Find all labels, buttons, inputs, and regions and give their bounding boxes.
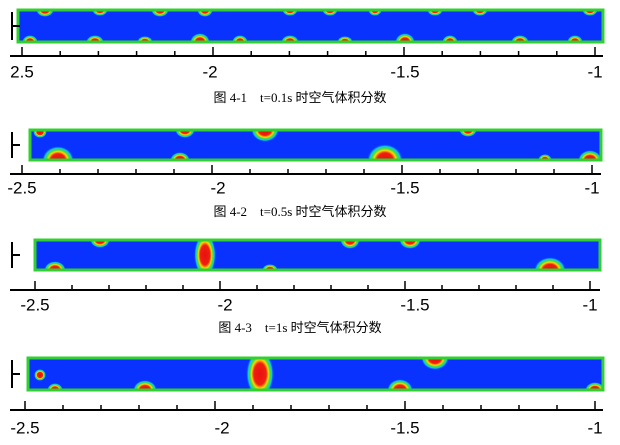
pipe-wall: [28, 128, 603, 162]
air-bubble: [33, 130, 47, 138]
air-bubble: [190, 33, 210, 42]
contour-panel: -2.5 -2 -1.5 -1 图 4-3 t=1s 时空气体积分数: [10, 238, 602, 335]
air-bubble: [151, 10, 169, 17]
air-bubble: [47, 383, 63, 390]
x-tick-label: -1: [584, 178, 599, 197]
air-bubble: [340, 240, 360, 249]
figure-caption: 图 4-3 t=1s 时空气体积分数: [218, 320, 381, 335]
x-tick-label: -1: [587, 418, 602, 437]
air-bubble: [194, 240, 216, 270]
air-bubble: [34, 369, 46, 381]
figure-caption: 图 4-1 t=0.1s 时空气体积分数: [213, 90, 386, 105]
air-bubble: [133, 380, 157, 390]
bubbles: [44, 240, 566, 270]
air-bubble: [42, 146, 74, 160]
x-tick-label: -1.5: [400, 295, 429, 314]
air-bubble: [197, 10, 213, 17]
air-bubble: [534, 257, 566, 270]
bubbles: [34, 358, 603, 390]
x-tick-label: -1: [582, 295, 597, 314]
x-tick-label: -2: [214, 418, 229, 437]
air-bubble: [459, 130, 477, 137]
air-bubble: [421, 358, 449, 370]
figure-caption: 图 4-2 t=0.5s 时空气体积分数: [213, 204, 386, 219]
field: [18, 10, 603, 42]
x-tick-label: -2.5: [10, 418, 39, 437]
contour-panel: 2.5 -2 -1.5 -1 图 4-1 t=0.1s 时空气体积分数: [10, 8, 605, 105]
contour-panel: -2.5 -2 -1.5 -1: [10, 356, 605, 437]
x-tick-label: -1.5: [390, 178, 419, 197]
x-tick-label: -2.5: [7, 178, 36, 197]
air-bubble: [251, 130, 279, 142]
air-bubble: [246, 358, 274, 390]
air-bubble: [387, 379, 413, 390]
contour-panel: -2.5 -2 -1.5 -1 图 4-2 t=0.5s 时空气体积分数: [7, 128, 603, 219]
x-tick-label: -1.5: [390, 62, 419, 81]
field: [35, 240, 600, 270]
field: [28, 358, 603, 390]
field: [30, 130, 601, 160]
x-tick-label: -1.5: [390, 418, 419, 437]
air-bubble: [395, 33, 415, 42]
x-tick-label: -1: [587, 62, 602, 81]
x-tick-label: -2.5: [20, 295, 49, 314]
bubbles: [33, 130, 601, 160]
air-bubble: [232, 35, 248, 42]
pipe-wall: [33, 238, 602, 272]
x-tick-label: 2.5: [10, 62, 34, 81]
air-bubble: [511, 35, 529, 42]
x-tick-label: -2: [202, 62, 217, 81]
air-bubble: [36, 10, 54, 17]
air-bubble: [367, 144, 403, 160]
x-tick-label: -2: [217, 295, 232, 314]
air-bubble: [22, 35, 38, 42]
air-bubble: [578, 150, 601, 160]
pipe-wall: [26, 356, 605, 392]
air-bubble: [442, 35, 458, 42]
air-bubble: [175, 130, 195, 138]
air-bubble: [281, 35, 299, 42]
air-bubble: [585, 382, 603, 390]
air-bubble: [44, 261, 66, 270]
air-bubble: [170, 152, 190, 160]
air-bubble: [399, 240, 421, 249]
air-bubble: [90, 240, 110, 248]
air-bubble: [567, 35, 583, 42]
air-bubble: [86, 35, 104, 42]
x-tick-label: -2: [210, 178, 225, 197]
